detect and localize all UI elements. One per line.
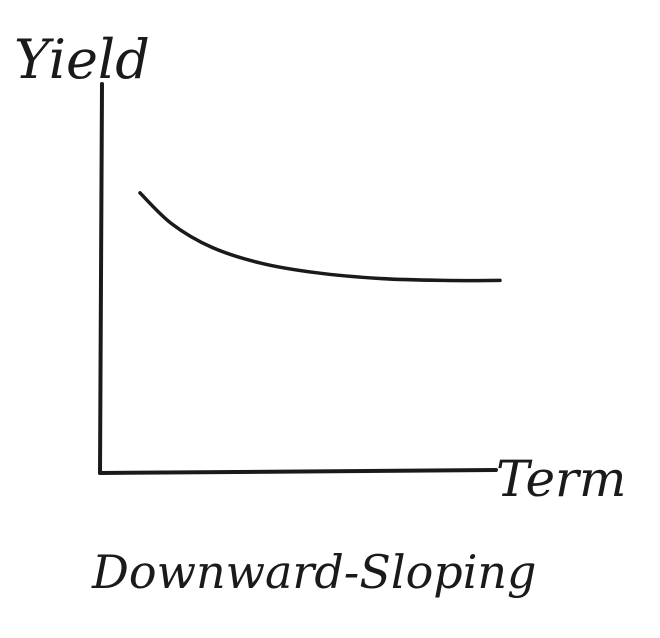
chart-caption: Downward-Sloping — [91, 545, 537, 599]
yield-curve-line — [138, 191, 502, 283]
x-axis-label: Term — [496, 450, 626, 508]
x-axis — [98, 468, 498, 475]
y-axis — [98, 82, 104, 475]
y-axis-label: Yield — [14, 28, 150, 91]
